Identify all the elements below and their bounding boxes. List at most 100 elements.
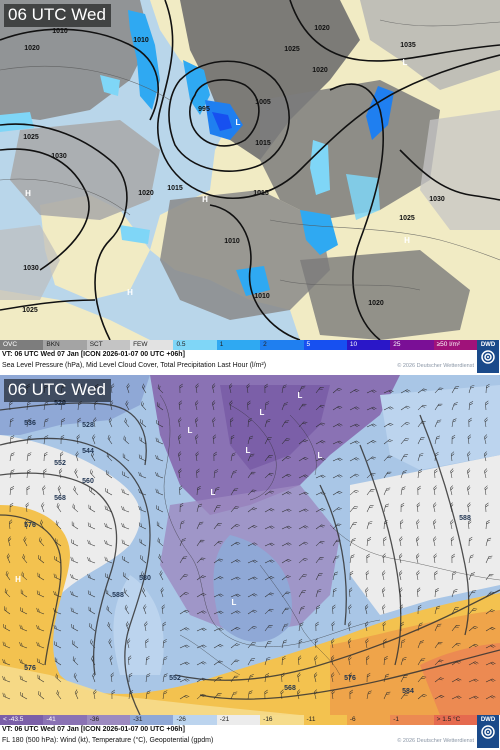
geopotential-label: 584	[402, 688, 414, 695]
wind-barb	[72, 656, 79, 666]
wind-barb	[417, 421, 426, 428]
geopotential-contours	[0, 402, 500, 715]
surface-pressure-panel: 1010 1020 1010 1025 1030 1020 1015 995 1005 1015 1…	[0, 0, 500, 373]
wind-barb	[87, 590, 96, 598]
wind-barb	[213, 576, 224, 581]
wind-barb	[109, 655, 113, 666]
wind-barb	[485, 627, 496, 632]
isobar-label: 1010	[133, 37, 149, 44]
wind-barb	[281, 623, 289, 632]
geopotential-center-marker: H	[15, 575, 21, 584]
wind-barb	[142, 383, 147, 394]
wind-barb	[213, 558, 224, 564]
geopotential-centers: L L L L L L L H	[15, 391, 322, 607]
wind-barb	[281, 456, 291, 462]
wind-barb	[348, 604, 352, 615]
geopotential-label: 568	[284, 685, 296, 692]
wind-barb	[230, 559, 241, 564]
wind-barb	[53, 573, 62, 581]
wind-barb	[400, 693, 409, 700]
wind-barb	[298, 622, 304, 632]
wind-barb	[433, 553, 437, 564]
isobar-label: 995	[198, 106, 210, 113]
wind-barb	[126, 638, 131, 649]
wind-barb	[109, 400, 114, 411]
wind-barb	[141, 401, 147, 411]
wind-barb	[9, 435, 15, 445]
wind-barb	[417, 437, 425, 445]
wind-barb	[155, 472, 164, 479]
wind-barb	[264, 625, 273, 632]
wind-barb	[417, 469, 423, 479]
wind-barb	[247, 609, 258, 615]
wind-barb	[466, 468, 471, 479]
wind-barb	[468, 678, 479, 683]
wind-barb	[196, 539, 205, 547]
wind-barb	[347, 621, 352, 632]
wind-barb	[71, 623, 79, 632]
pressure-centers: L H H H H L	[25, 58, 410, 297]
legend-cell: -16	[260, 715, 304, 725]
wind-barb	[4, 606, 11, 615]
wind-barb	[126, 383, 130, 394]
geopotential-label: 560	[82, 478, 94, 485]
wind-barb	[39, 537, 45, 547]
legend-cell: -1	[390, 715, 434, 725]
wind-barb	[281, 473, 292, 479]
wind-barb	[432, 519, 437, 530]
wind-barb	[483, 451, 488, 462]
wind-barb	[128, 672, 133, 683]
wind-barb	[178, 468, 182, 479]
wind-barb	[398, 570, 403, 581]
wind-barb	[213, 627, 224, 632]
wind-barb	[315, 508, 326, 513]
wind-barb	[230, 434, 235, 445]
wind-barb	[90, 469, 96, 479]
wind-barb	[434, 419, 442, 428]
wind-barb	[156, 420, 164, 428]
upper-air-map-canvas: 520 536 528 552 544 560 568 576 580 588 576 552 568 5…	[0, 375, 500, 715]
wind-barb	[20, 589, 28, 598]
wind-barb	[20, 691, 28, 700]
wind-barb	[41, 502, 45, 513]
wind-barb	[106, 605, 113, 615]
legend-cell: 1	[216, 340, 261, 350]
wind-barb	[433, 536, 437, 547]
legend-cell: -21	[216, 715, 261, 725]
wind-barb	[55, 520, 62, 530]
wind-barb	[179, 556, 188, 564]
isobar-label: 1015	[253, 190, 269, 197]
wind-barb	[314, 638, 319, 649]
isobar-label: 1020	[24, 45, 40, 52]
wind-barb	[315, 524, 326, 530]
wind-barb	[162, 656, 168, 666]
geopotential-label: 520	[54, 400, 66, 407]
wind-barb	[416, 570, 420, 581]
wind-barb	[2, 676, 11, 683]
wind-barb	[72, 503, 79, 513]
wind-barb	[6, 553, 11, 564]
wind-barb	[349, 689, 354, 700]
wind-barb	[161, 604, 166, 615]
wind-barb	[230, 691, 238, 700]
wind-barb	[450, 536, 455, 547]
wind-barb	[92, 434, 96, 445]
wind-barb	[383, 673, 390, 683]
wind-barb	[434, 387, 444, 394]
wind-barb	[315, 404, 325, 411]
wind-barb	[159, 570, 164, 581]
wind-barb	[230, 576, 241, 581]
wind-barb	[105, 589, 113, 598]
wind-barb	[3, 624, 11, 632]
wind-barb	[400, 422, 410, 428]
wind-barb	[264, 472, 274, 479]
wind-barb	[53, 590, 62, 598]
wind-barb	[24, 519, 28, 530]
wind-barb	[434, 677, 445, 683]
wind-barb	[467, 502, 471, 513]
geopotential-labels: 520 536 528 552 544 560 568 576 580 588 576 552 568 5…	[24, 400, 471, 695]
wind-barb	[298, 541, 309, 547]
wind-barb	[179, 383, 183, 394]
wind-barb	[155, 454, 164, 462]
wind-barb	[281, 672, 285, 683]
